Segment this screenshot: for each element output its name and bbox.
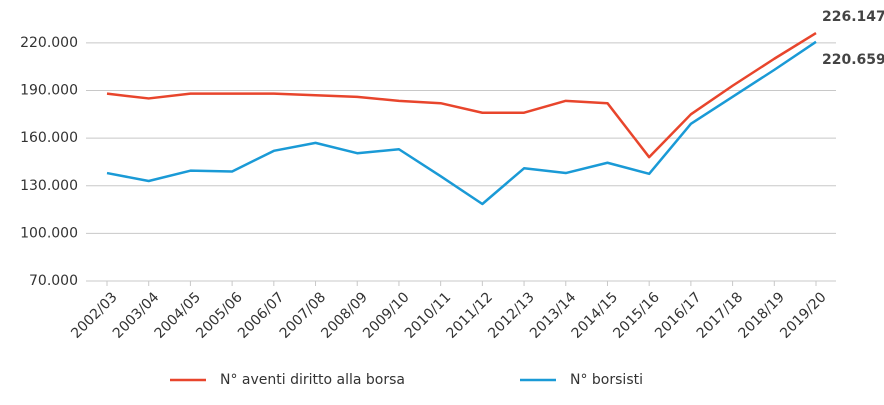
y-tick-label: 130.000 — [20, 178, 78, 194]
data-label: 226.147 — [822, 9, 884, 25]
series-line — [106, 32, 817, 159]
legend-label: N° borsisti — [570, 372, 643, 388]
data-label: 220.659 — [822, 52, 884, 68]
y-tick-label: 220.000 — [20, 35, 78, 51]
y-tick-label: 100.000 — [20, 225, 78, 241]
y-tick-label: 160.000 — [20, 130, 78, 146]
x-tick-label: 2019/20 — [777, 289, 829, 341]
y-tick-label: 190.000 — [20, 83, 78, 99]
y-tick-label: 70.000 — [29, 273, 78, 289]
series-line — [106, 40, 817, 206]
legend-label: N° aventi diritto alla borsa — [220, 372, 405, 388]
